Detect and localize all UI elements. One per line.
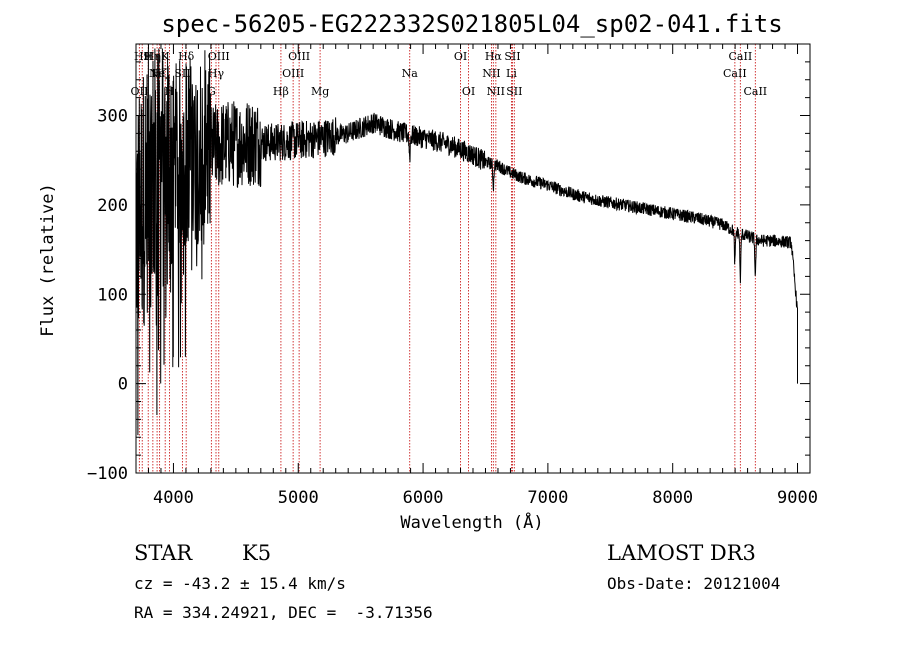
observation-date: Obs-Date: 20121004 xyxy=(607,574,781,593)
reference-line-label-11: Hγ xyxy=(208,67,225,80)
reference-line-label-27: CaII xyxy=(729,50,753,63)
x-tick-label-0: 4000 xyxy=(153,488,194,508)
reference-line-label-26: CaII xyxy=(723,67,747,80)
y-tick-label-3: 200 xyxy=(97,196,128,216)
reference-line-label-9: Hδ xyxy=(178,50,195,63)
reference-line-label-6: K xyxy=(161,50,170,63)
reference-line-label-5: Hζ xyxy=(152,67,168,80)
object-subclass: K5 xyxy=(242,541,272,565)
reference-line-label-24: SII xyxy=(504,50,520,63)
reference-line-label-13: Hβ xyxy=(273,85,289,98)
redshift-readout: cz = -43.2 ± 15.4 km/s xyxy=(134,574,346,593)
reference-line-label-14: OIII xyxy=(282,67,304,80)
x-tick-label-2: 6000 xyxy=(403,488,444,508)
x-tick-label-5: 9000 xyxy=(777,488,818,508)
y-tick-label-4: 300 xyxy=(97,107,128,127)
y-tick-label-1: 0 xyxy=(118,375,128,395)
reference-line-label-23: Li xyxy=(506,67,517,80)
chart-title: spec-56205-EG222332S021805L04_sp02-041.f… xyxy=(161,10,782,38)
x-axis-ticks: 4000 5000 6000 7000 8000 9000 xyxy=(135,44,818,508)
x-tick-label-3: 7000 xyxy=(527,488,568,508)
reference-line-label-21: Hα xyxy=(485,50,503,63)
reference-line-label-25: SII xyxy=(506,85,522,98)
reference-line-label-10: G xyxy=(207,85,216,98)
y-tick-label-0: −100 xyxy=(87,464,128,484)
reference-line-label-20: NII xyxy=(482,67,500,80)
coordinates-readout: RA = 334.24921, DEC = -3.71356 xyxy=(134,603,433,622)
y-axis-title: Flux (relative) xyxy=(38,183,58,337)
x-tick-label-1: 5000 xyxy=(278,488,319,508)
x-axis-title: Wavelength (Å) xyxy=(400,511,543,533)
reference-line-label-1: H9 xyxy=(134,50,151,63)
reference-line-label-22: NII xyxy=(487,85,505,98)
y-axis-ticks: −100 0 100 200 300 xyxy=(87,43,810,484)
survey-label: LAMOST DR3 xyxy=(607,541,756,565)
spectrum-line xyxy=(135,48,798,436)
reference-line-label-19: OI xyxy=(462,85,475,98)
reference-line-label-18: OI xyxy=(454,50,467,63)
reference-line-label-12: OIII xyxy=(208,50,230,63)
reference-line-label-17: Na xyxy=(402,67,419,80)
reference-line-label-28: CaII xyxy=(743,85,767,98)
reference-line-labels: OIIH9HHηNeHζKHSIIHδGHγOIIIHβOIIIOIIIMgNa… xyxy=(131,50,768,98)
y-tick-label-2: 100 xyxy=(97,285,128,305)
object-class: STAR xyxy=(134,541,193,565)
x-tick-label-4: 8000 xyxy=(652,488,693,508)
reference-line-label-16: Mg xyxy=(311,85,329,98)
reference-line-label-15: OIII xyxy=(288,50,310,63)
